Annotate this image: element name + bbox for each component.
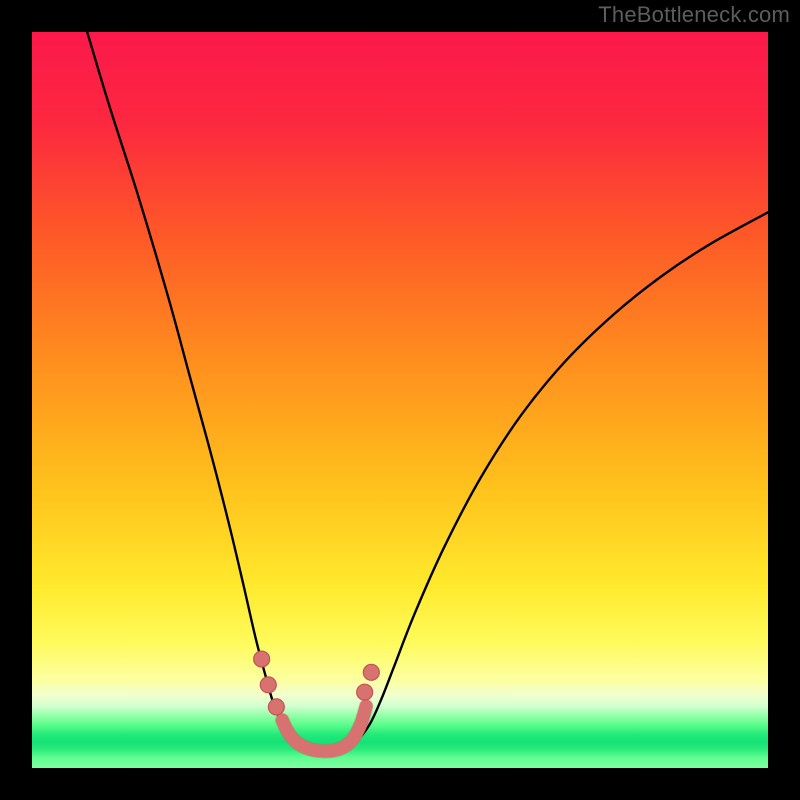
marker-right-dot-0 (363, 664, 379, 680)
chart-stage: TheBottleneck.com (0, 0, 800, 800)
marker-right-dot-1 (357, 684, 373, 700)
marker-left-dot-1 (260, 677, 276, 693)
bottleneck-chart-svg (0, 0, 800, 800)
site-watermark: TheBottleneck.com (598, 2, 790, 28)
gradient-panel (32, 32, 768, 768)
marker-left-dot-0 (254, 651, 270, 667)
marker-left-dot-2 (268, 699, 284, 715)
